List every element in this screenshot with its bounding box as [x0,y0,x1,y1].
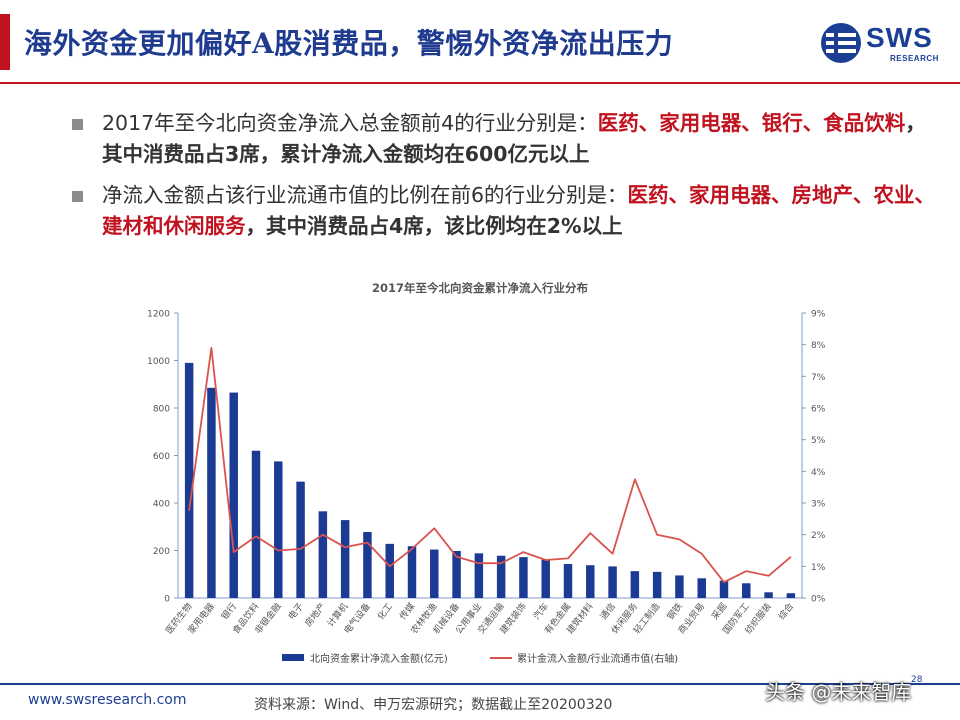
bullet-list: 2017年至今北向资金净流入总金额前4的行业分别是：医药、家用电器、银行、食品饮… [72,108,942,252]
page-number: 28 [911,675,923,685]
y-tick-label: 1000 [147,357,170,367]
bar [541,559,550,598]
chart-title: 2017年至今北向资金累计净流入行业分布 [371,281,588,295]
bar [519,557,528,598]
y2-tick-label: 3% [811,500,826,510]
x-tick-label: 采掘 [709,600,730,622]
y-tick-label: 1200 [147,310,170,320]
y2-tick-label: 4% [811,468,826,478]
bar [363,531,372,598]
x-tick-label: 传媒 [397,600,418,622]
y-tick-label: 200 [153,547,170,557]
sws-logo-icon [821,23,861,63]
y2-tick-label: 2% [811,531,826,541]
page-title: 海外资金更加偏好A股消费品，警惕外资净流出压力 [24,27,674,60]
bar [274,461,283,598]
bullet-item: 净流入金额占该行业流通市值的比例在前6的行业分别是：医药、家用电器、房地产、农业… [72,180,942,242]
bar [430,549,439,598]
bar [697,578,706,598]
bar [385,543,394,598]
bar [184,362,194,598]
x-tick-label: 化工 [375,600,396,622]
y2-tick-label: 0% [811,595,826,605]
title-divider [0,82,960,84]
y2-tick-label: 8% [811,341,826,351]
bar [251,450,261,598]
title-bar: 海外资金更加偏好A股消费品，警惕外资净流出压力 SWS RESEARCH [0,0,960,80]
y2-tick-label: 1% [811,563,826,573]
ratio-line [188,346,792,584]
legend-bar-label: 北向资金累计净流入金额(亿元) [310,652,448,665]
logo-subtext: RESEARCH [890,54,939,63]
bullet-square-icon [72,119,83,130]
footer-divider [0,683,960,685]
bullet-bold: ，其中消费品占3席，累计净流入金额均在600亿元以上 [102,111,926,166]
y-tick-label: 400 [153,500,170,510]
bullet-text: 2017年至今北向资金净流入总金额前4的行业分别是： [102,111,598,135]
bar [675,575,684,598]
bullet-highlight: 医药、家用电器、银行、食品饮料 [597,111,906,135]
y-tick-label: 0 [164,595,170,605]
bar [786,593,796,598]
bar [452,550,461,598]
y-tick-label: 600 [153,452,170,462]
bar [340,520,350,598]
bar [652,571,662,598]
bar [608,566,617,598]
bar [586,565,595,598]
x-tick-label: 房地产 [302,600,328,629]
y2-tick-label: 7% [811,373,826,383]
bar [742,583,751,598]
bar [407,546,417,598]
bullet-highlight: 医药、家用电器、房地产、农业、建材和休闲服务 [102,183,936,238]
y2-tick-label: 9% [811,310,826,320]
sws-logo: SWS RESEARCH [820,18,950,70]
y2-tick-label: 5% [811,436,826,446]
bullet-text: 净流入金额占该行业流通市值的比例在前6的行业分别是： [102,183,628,207]
bullet-square-icon [72,191,83,202]
bullet-bold: ，其中消费品占4席，该比例均在2%以上 [245,214,623,238]
watermark: 头条 @未来智库 [765,680,912,704]
bar [630,571,640,598]
x-tick-label: 通信 [597,600,618,622]
x-tick-label: 银行 [219,600,240,622]
x-tick-label: 电子 [285,600,306,622]
bar [764,592,773,598]
footer-source: 资料来源：Wind、申万宏源研究；数据截止至20200320 [254,697,613,713]
bar [207,387,216,598]
bar [296,481,305,598]
y-tick-label: 800 [153,405,170,415]
bar [474,553,484,598]
x-tick-label: 综合 [776,600,797,622]
footer-url[interactable]: www.swsresearch.com [28,692,187,708]
title-accent-bar [0,14,10,70]
x-tick-label: 钢铁 [664,600,685,622]
bar [563,564,573,598]
bar [229,392,238,598]
legend-line-label: 累计金流入金额/行业流通市值(右轴) [517,652,678,665]
bar [496,555,506,598]
bar [719,580,729,598]
legend-bar-swatch [282,654,304,661]
bullet-item: 2017年至今北向资金净流入总金额前4的行业分别是：医药、家用电器、银行、食品饮… [72,108,942,170]
y2-tick-label: 6% [811,405,826,415]
bar [318,511,328,598]
logo-wordmark: SWS [866,22,933,53]
x-tick-label: 汽车 [531,600,552,622]
